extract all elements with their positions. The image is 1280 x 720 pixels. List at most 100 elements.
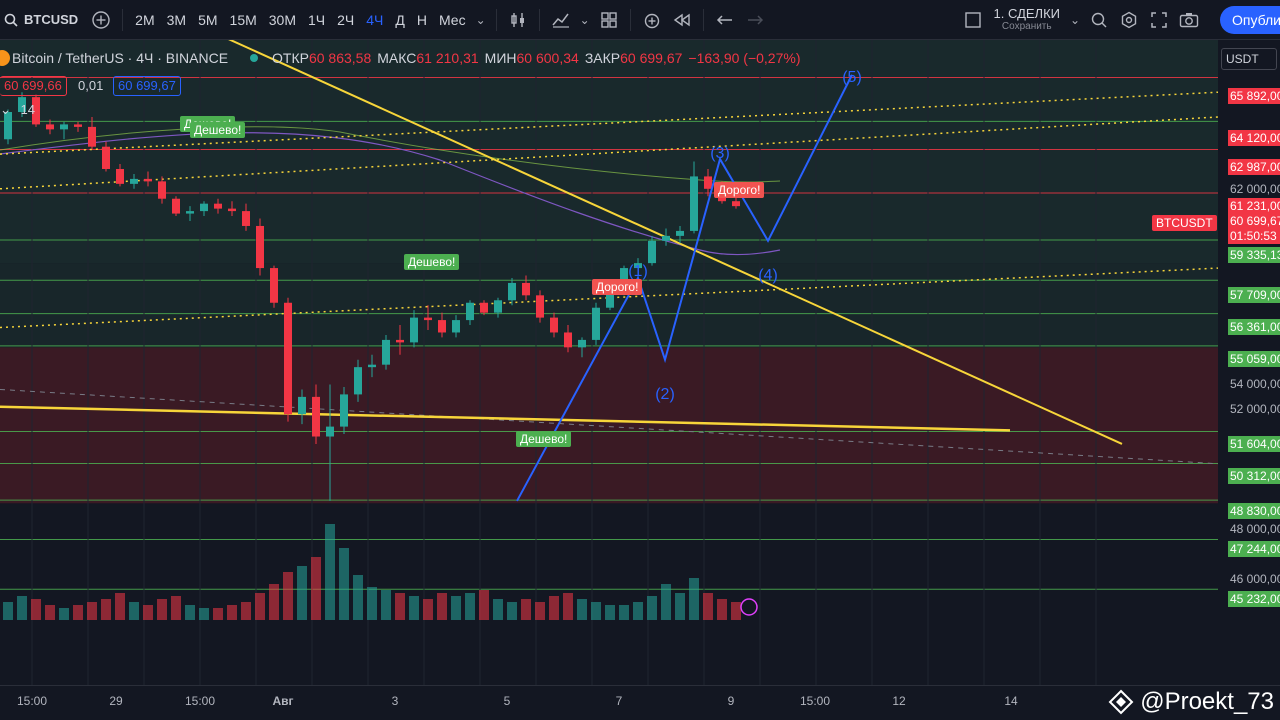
watermark-text: @Proekt_73	[1140, 688, 1274, 715]
sell-button[interactable]: 60 699,66	[0, 76, 67, 96]
volume-bar	[101, 599, 111, 620]
volume-bar	[73, 605, 83, 620]
bitcoin-logo-icon	[0, 50, 10, 66]
lower-zone	[0, 503, 1218, 685]
time-tick: 15:00	[16, 694, 48, 708]
replay-icon[interactable]	[667, 0, 697, 40]
timeframe-button[interactable]: 2M	[135, 11, 155, 28]
volume-bar	[213, 608, 223, 620]
candle-body	[60, 124, 68, 130]
candle-body	[116, 168, 124, 184]
camera-icon[interactable]	[1174, 0, 1204, 40]
buy-button[interactable]: 60 699,67	[113, 76, 181, 96]
volume-bar	[633, 602, 643, 620]
candle-body	[312, 396, 320, 437]
volume-bar	[731, 602, 741, 620]
volume-bar	[563, 593, 573, 620]
timeframe-button[interactable]: 1Ч	[308, 11, 326, 28]
alert-icon[interactable]	[637, 0, 667, 40]
time-tick: 15:00	[184, 694, 216, 708]
fullscreen-icon[interactable]	[1144, 0, 1174, 40]
toolbar-divider	[495, 8, 497, 31]
candle-body	[4, 112, 12, 140]
redo-icon[interactable]	[740, 0, 770, 40]
resistance-level-label: 64 120,00	[1228, 130, 1280, 146]
candle-body	[466, 302, 474, 321]
volume-bar	[325, 524, 335, 620]
support-level-label: 50 312,00	[1228, 468, 1280, 484]
low-key: МИН	[484, 50, 517, 66]
symbol-search-button[interactable]: BTCUSD	[24, 12, 79, 27]
quick-search-icon[interactable]	[1084, 0, 1114, 40]
ma-line-green	[0, 126, 781, 183]
volume-bar	[367, 587, 377, 620]
volume-bar	[423, 599, 433, 620]
volume-bar	[395, 593, 405, 620]
volume-bar	[619, 605, 629, 620]
price-tick: 62 000,00	[1230, 182, 1280, 196]
volume-bar	[465, 593, 475, 620]
settings-gear-icon[interactable]	[1114, 0, 1144, 40]
volume-bar	[409, 596, 419, 620]
toolbar-divider	[538, 8, 540, 31]
open-key: ОТКР	[272, 50, 309, 66]
candle-body	[340, 394, 348, 427]
support-level-label: 57 709,00	[1228, 287, 1280, 303]
diamond-logo-icon	[1108, 689, 1134, 715]
timeframe-button[interactable]: 4Ч	[366, 11, 384, 28]
indicator-collapse[interactable]: ⌄ 14	[0, 102, 35, 118]
timeframe-button[interactable]: Мес	[438, 11, 466, 28]
candle-body	[74, 124, 82, 127]
indicators-icon[interactable]	[546, 0, 576, 40]
support-level-label: 51 604,00	[1228, 436, 1280, 452]
timeframe-button[interactable]: 30M	[268, 11, 296, 28]
time-axis[interactable]: 15:00 29 15:00 Авг 3 5 7 9 15:00 12 14 @…	[0, 685, 1280, 720]
layout-selector[interactable]: 1. СДЕЛКИ Сохранить	[988, 6, 1066, 32]
candle-body	[634, 263, 642, 269]
timeframe-button[interactable]: 2Ч	[337, 11, 355, 28]
volume-bar	[353, 575, 363, 620]
open-value: 60 863,58	[308, 50, 372, 66]
add-symbol-icon[interactable]	[86, 0, 116, 40]
indicator-interval: 14	[20, 102, 35, 117]
chevron-down-icon[interactable]: ⌄	[1069, 12, 1081, 27]
bar-countdown: 01:50:53	[1230, 229, 1277, 243]
currency-selector[interactable]: USDT	[1221, 48, 1277, 70]
layout-icon[interactable]	[958, 0, 988, 40]
candle-body	[46, 124, 54, 130]
dashed-trendline	[0, 388, 1219, 465]
timeframe-button[interactable]: 5M	[198, 11, 218, 28]
templates-icon[interactable]	[594, 0, 624, 40]
price-chart-canvas	[0, 40, 1219, 685]
timeframe-button[interactable]: Д	[395, 11, 405, 28]
last-price-value: 60 699,67	[1230, 214, 1280, 228]
time-tick: 12	[892, 694, 906, 708]
volume-bar	[437, 593, 447, 620]
volume-bar	[717, 599, 727, 620]
undo-icon[interactable]	[710, 0, 740, 40]
volume-bar	[185, 605, 195, 620]
volume-bar	[45, 605, 55, 620]
timeframe-button[interactable]: 15M	[229, 11, 257, 28]
time-tick: 3	[391, 694, 399, 708]
price-tick: 54 000,00	[1230, 377, 1280, 391]
volume-bar	[199, 608, 209, 620]
timeframe-button[interactable]: Н	[416, 11, 427, 28]
chevron-down-icon[interactable]: ⌄	[579, 12, 590, 27]
candle-body	[354, 367, 362, 395]
candle-style-icon[interactable]	[503, 0, 533, 40]
chart-pane[interactable]: Bitcoin / TetherUS · 4Ч · BINANCE ОТКР 6…	[0, 40, 1280, 685]
series-legend: Bitcoin / TetherUS · 4Ч · BINANCE ОТКР 6…	[0, 46, 801, 70]
wave-label-3: (3)	[710, 145, 730, 162]
support-level-label: 55 059,00	[1228, 351, 1280, 367]
volume-bar	[31, 599, 41, 620]
publish-button[interactable]: Опубли	[1220, 6, 1280, 34]
search-icon[interactable]	[0, 0, 22, 40]
timeframe-button[interactable]: 3M	[166, 11, 187, 28]
candle-body	[200, 203, 208, 212]
last-price-label: 60 699,67 01:50:53	[1228, 214, 1280, 244]
collapse-chevron-icon[interactable]: ⌄	[0, 102, 11, 117]
volume-bar	[3, 602, 13, 620]
chevron-down-icon[interactable]: ⌄	[475, 12, 486, 27]
low-value: 60 600,34	[516, 50, 579, 66]
